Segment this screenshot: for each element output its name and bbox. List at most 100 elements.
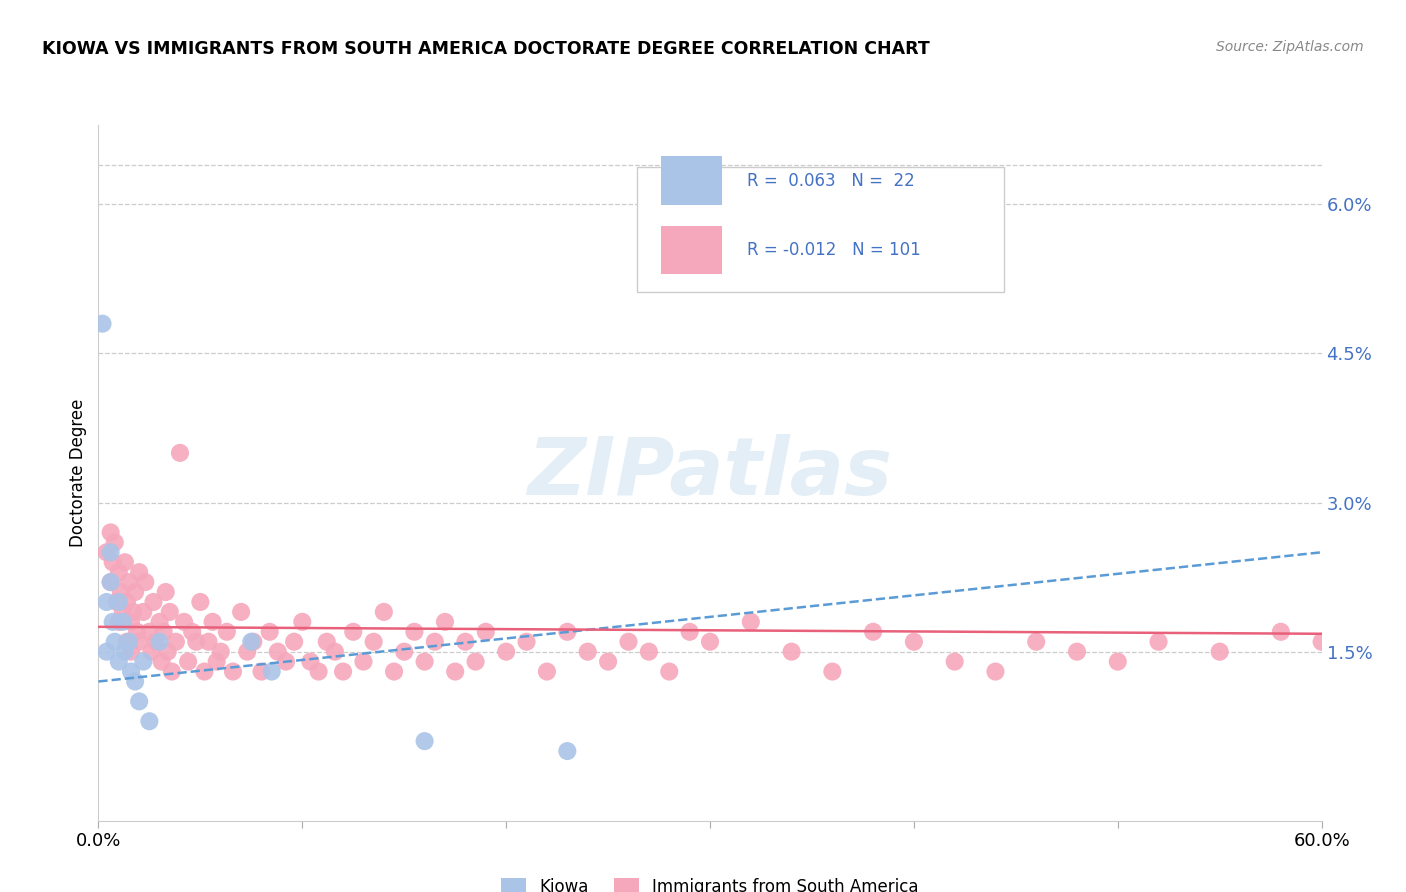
Point — [127, 624, 149, 639]
Point — [352, 655, 374, 669]
Point — [152, 624, 174, 639]
Y-axis label: Doctorate Degree: Doctorate Degree — [69, 399, 87, 547]
Point — [108, 565, 131, 579]
Point — [242, 634, 264, 648]
Point — [188, 595, 212, 609]
Point — [444, 665, 467, 679]
Point — [283, 634, 305, 648]
Point — [557, 744, 579, 758]
Point — [114, 645, 136, 659]
Point — [434, 615, 457, 629]
Point — [495, 645, 517, 659]
Point — [536, 665, 558, 679]
Point — [115, 634, 138, 648]
Point — [464, 655, 486, 669]
Point — [404, 624, 426, 639]
Point — [155, 585, 177, 599]
Point — [903, 634, 925, 648]
Point — [222, 665, 245, 679]
Text: Source: ZipAtlas.com: Source: ZipAtlas.com — [1216, 40, 1364, 54]
Point — [413, 655, 436, 669]
Point — [124, 585, 146, 599]
Point — [267, 645, 290, 659]
Point — [299, 655, 322, 669]
Point — [699, 634, 721, 648]
Point — [323, 645, 346, 659]
Point — [250, 665, 273, 679]
Point — [100, 545, 122, 559]
Point — [260, 665, 283, 679]
Point — [96, 545, 118, 559]
Point — [132, 605, 155, 619]
Point — [108, 595, 131, 609]
Point — [308, 665, 330, 679]
Point — [101, 615, 124, 629]
Point — [165, 634, 187, 648]
Point — [111, 605, 134, 619]
Point — [186, 634, 208, 648]
Point — [315, 634, 337, 648]
Point — [132, 655, 155, 669]
Point — [236, 645, 259, 659]
Point — [105, 595, 128, 609]
Point — [128, 694, 150, 708]
Point — [115, 595, 138, 609]
FancyBboxPatch shape — [637, 167, 1004, 292]
Point — [128, 634, 150, 648]
Point — [231, 605, 253, 619]
Point — [96, 645, 118, 659]
Point — [1310, 634, 1333, 648]
Point — [104, 634, 127, 648]
Point — [173, 615, 195, 629]
Point — [658, 665, 681, 679]
Bar — [661, 156, 723, 205]
Point — [780, 645, 803, 659]
Point — [332, 665, 354, 679]
Point — [142, 595, 165, 609]
Point — [943, 655, 966, 669]
Legend: Kiowa, Immigrants from South America: Kiowa, Immigrants from South America — [495, 871, 925, 892]
Point — [122, 605, 145, 619]
Point — [96, 595, 118, 609]
Point — [177, 655, 200, 669]
Point — [516, 634, 538, 648]
Point — [474, 624, 498, 639]
Point — [134, 575, 156, 590]
Point — [1209, 645, 1232, 659]
Point — [100, 575, 122, 590]
Point — [862, 624, 884, 639]
Point — [108, 615, 131, 629]
Point — [160, 665, 183, 679]
Point — [101, 555, 124, 569]
Point — [128, 565, 150, 579]
Point — [382, 665, 405, 679]
Point — [638, 645, 661, 659]
Bar — [661, 226, 723, 275]
Point — [145, 634, 167, 648]
Point — [740, 615, 762, 629]
Point — [259, 624, 281, 639]
Point — [181, 624, 204, 639]
Point — [108, 655, 131, 669]
Point — [100, 525, 122, 540]
Point — [1025, 634, 1047, 648]
Point — [114, 555, 136, 569]
Point — [392, 645, 416, 659]
Point — [118, 575, 141, 590]
Point — [138, 624, 160, 639]
Point — [1066, 645, 1088, 659]
Point — [149, 634, 172, 648]
Point — [240, 634, 263, 648]
Point — [679, 624, 702, 639]
Point — [576, 645, 599, 659]
Point — [118, 634, 141, 648]
Point — [598, 655, 620, 669]
Point — [821, 665, 844, 679]
Point — [423, 634, 446, 648]
Point — [120, 615, 142, 629]
Point — [291, 615, 314, 629]
Point — [1147, 634, 1170, 648]
Point — [342, 624, 364, 639]
Point — [209, 645, 232, 659]
Point — [984, 665, 1007, 679]
